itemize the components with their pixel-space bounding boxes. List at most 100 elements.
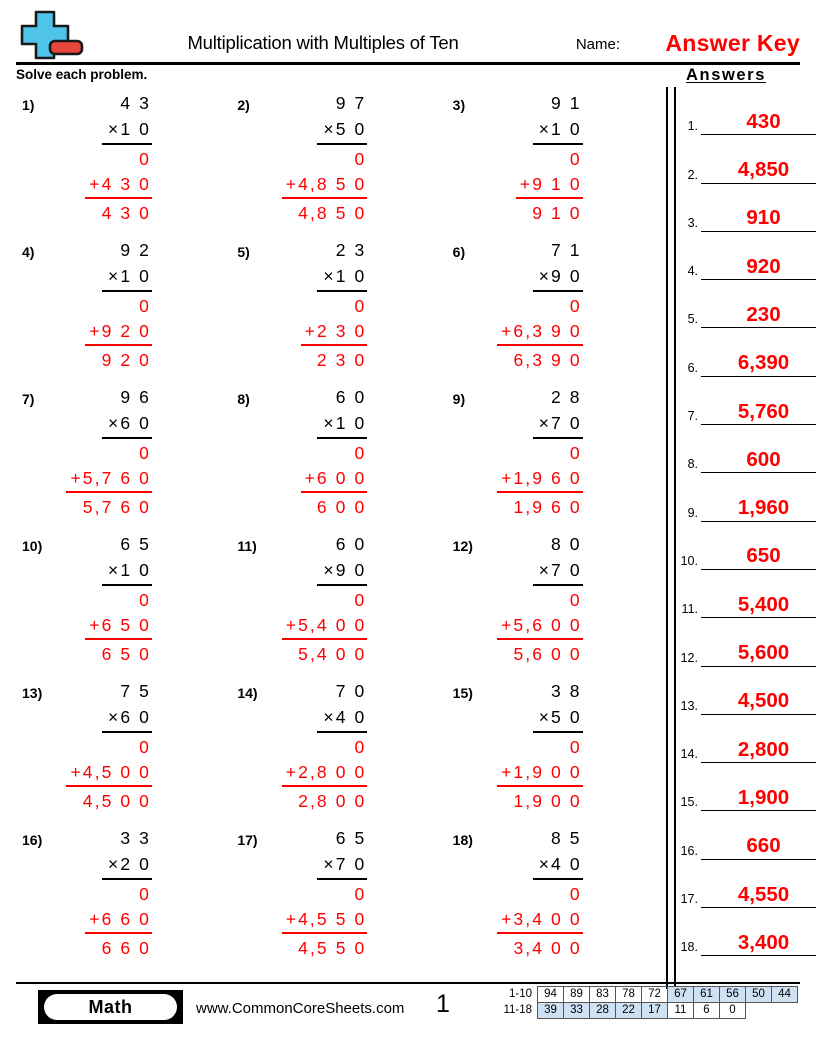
answer-number: 2. bbox=[687, 167, 698, 182]
multiplicand: 3 8 bbox=[551, 681, 582, 701]
multiplier: ×9 0 bbox=[532, 267, 583, 292]
answer-value[interactable]: 5,600 bbox=[701, 642, 816, 667]
answer-value[interactable]: 1,900 bbox=[701, 787, 816, 812]
score-cell: 61 bbox=[693, 986, 720, 1003]
score-table: 1-10 94 89 83 78 72 67 61 56 50 44 11-18 39 33 28 22 17 1… bbox=[494, 986, 798, 1019]
score-cell: 28 bbox=[589, 1002, 616, 1019]
problem-answer: 1,9 0 0 bbox=[513, 791, 582, 811]
answer-row: 14. 2,800 bbox=[676, 715, 816, 764]
instruction-text: Solve each problem. bbox=[16, 67, 148, 82]
answer-value[interactable]: 4,850 bbox=[701, 159, 816, 184]
answer-number: 16. bbox=[680, 843, 698, 858]
answer-row: 2. 4,850 bbox=[676, 135, 816, 184]
multiplier: ×1 0 bbox=[317, 267, 368, 292]
problem-work: 3 8 ×5 0 0 +1,9 0 0 1,9 0 0 bbox=[487, 675, 583, 822]
answer-number: 5. bbox=[687, 312, 698, 327]
problem-item: 9) 2 8 ×7 0 0 +1,9 6 0 1,9 6 0 bbox=[447, 381, 662, 528]
problem-work: 9 2 ×1 0 0 +9 2 0 9 2 0 bbox=[56, 234, 152, 381]
problem-number: 15) bbox=[452, 685, 473, 701]
answer-value[interactable]: 910 bbox=[701, 207, 816, 232]
answer-value[interactable]: 3,400 bbox=[701, 932, 816, 957]
answer-value[interactable]: 5,400 bbox=[701, 594, 816, 619]
problem-item: 11) 6 0 ×9 0 0 +5,4 0 0 5,4 0 0 bbox=[231, 528, 446, 675]
multiplier: ×4 0 bbox=[317, 708, 368, 733]
answer-value[interactable]: 6,390 bbox=[701, 352, 816, 377]
multiplier: ×1 0 bbox=[317, 414, 368, 439]
problem-item: 3) 9 1 ×1 0 0 +9 1 0 9 1 0 bbox=[447, 87, 662, 234]
multiplier: ×5 0 bbox=[532, 708, 583, 733]
problem-item: 16) 3 3 ×2 0 0 +6 6 0 6 6 0 bbox=[16, 822, 231, 969]
problem-item: 8) 6 0 ×1 0 0 +6 0 0 6 0 0 bbox=[231, 381, 446, 528]
score-cell bbox=[772, 1003, 798, 1019]
answer-key-badge: Answer Key bbox=[665, 30, 800, 56]
answer-value[interactable]: 5,760 bbox=[701, 401, 816, 426]
score-cell: 22 bbox=[615, 1002, 642, 1019]
multiplier: ×1 0 bbox=[102, 267, 152, 292]
answer-row: 1. 430 bbox=[676, 87, 816, 136]
multiplicand: 8 5 bbox=[551, 828, 582, 848]
multiplicand: 9 1 bbox=[551, 93, 582, 113]
answer-value[interactable]: 230 bbox=[701, 304, 816, 329]
answer-value[interactable]: 4,550 bbox=[701, 883, 816, 909]
problem-answer: 1,9 6 0 bbox=[513, 497, 582, 517]
problem-number: 12) bbox=[452, 538, 473, 554]
partial-zero: 0 bbox=[354, 737, 367, 757]
answer-value[interactable]: 600 bbox=[701, 449, 816, 474]
partial-product: +1,9 6 0 bbox=[497, 469, 583, 493]
problem-answer: 4 3 0 bbox=[101, 203, 151, 223]
problem-answer: 6 0 0 bbox=[316, 497, 367, 517]
answers-heading: Answers bbox=[686, 66, 766, 84]
partial-zero: 0 bbox=[139, 590, 151, 610]
problem-number: 14) bbox=[237, 685, 258, 701]
answers-column: 1. 430 2. 4,850 3. 910 4. 920 5. 230 6. 6,390 7. 5,76… bbox=[676, 87, 816, 957]
partial-product: +6 6 0 bbox=[85, 910, 152, 934]
problem-item: 14) 7 0 ×4 0 0 +2,8 0 0 2,8 0 0 bbox=[231, 675, 446, 822]
answer-value[interactable]: 1,960 bbox=[701, 497, 816, 522]
score-cell: 0 bbox=[719, 1002, 746, 1019]
answer-value[interactable]: 660 bbox=[701, 835, 816, 860]
problem-number: 6) bbox=[452, 244, 466, 260]
partial-zero: 0 bbox=[139, 296, 151, 316]
problem-number: 7) bbox=[22, 391, 35, 407]
partial-zero: 0 bbox=[569, 737, 582, 757]
partial-zero: 0 bbox=[569, 296, 582, 316]
problem-work: 6 0 ×9 0 0 +5,4 0 0 5,4 0 0 bbox=[271, 528, 368, 675]
problem-item: 12) 8 0 ×7 0 0 +5,6 0 0 5,6 0 0 bbox=[447, 528, 662, 675]
column-divider bbox=[666, 87, 676, 989]
problem-answer: 2,8 0 0 bbox=[298, 791, 367, 811]
problem-work: 3 3 ×2 0 0 +6 6 0 6 6 0 bbox=[56, 822, 152, 969]
answer-number: 1. bbox=[687, 119, 698, 134]
multiplicand: 8 0 bbox=[551, 534, 582, 554]
worksheet-header: Multiplication with Multiples of Ten Nam… bbox=[16, 0, 800, 62]
plus-minus-logo-icon bbox=[16, 8, 88, 60]
problem-work: 6 5 ×1 0 0 +6 5 0 6 5 0 bbox=[56, 528, 152, 675]
answer-number: 13. bbox=[680, 698, 698, 713]
multiplicand: 6 0 bbox=[335, 534, 367, 554]
problem-item: 4) 9 2 ×1 0 0 +9 2 0 9 2 0 bbox=[16, 234, 231, 381]
answer-row: 11. 5,400 bbox=[676, 570, 816, 619]
score-cell: 17 bbox=[641, 1002, 668, 1019]
answer-value[interactable]: 920 bbox=[701, 256, 816, 281]
partial-product: +2 3 0 bbox=[300, 322, 368, 346]
answer-value[interactable]: 4,500 bbox=[701, 690, 816, 715]
website-url: www.CommonCoreSheets.com bbox=[196, 1000, 405, 1017]
problem-answer: 5,7 6 0 bbox=[82, 497, 151, 517]
score-cell: 67 bbox=[667, 986, 694, 1003]
problem-number: 8) bbox=[237, 391, 250, 407]
score-cell: 94 bbox=[537, 986, 564, 1003]
multiplicand: 9 2 bbox=[120, 240, 151, 260]
answer-value[interactable]: 430 bbox=[701, 111, 816, 136]
footer-divider bbox=[16, 982, 800, 984]
answer-value[interactable]: 650 bbox=[701, 545, 816, 570]
multiplier: ×9 0 bbox=[317, 561, 368, 586]
problem-work: 8 0 ×7 0 0 +5,6 0 0 5,6 0 0 bbox=[487, 528, 583, 675]
math-badge: Math bbox=[38, 990, 183, 1024]
multiplicand: 9 6 bbox=[120, 387, 151, 407]
problem-number: 5) bbox=[237, 244, 250, 260]
partial-zero: 0 bbox=[569, 884, 582, 904]
answer-value[interactable]: 2,800 bbox=[701, 739, 816, 764]
partial-zero: 0 bbox=[569, 149, 582, 169]
problem-answer: 9 2 0 bbox=[101, 350, 151, 370]
answer-row: 17. 4,550 bbox=[676, 860, 816, 909]
problem-answer: 9 1 0 bbox=[532, 203, 582, 223]
